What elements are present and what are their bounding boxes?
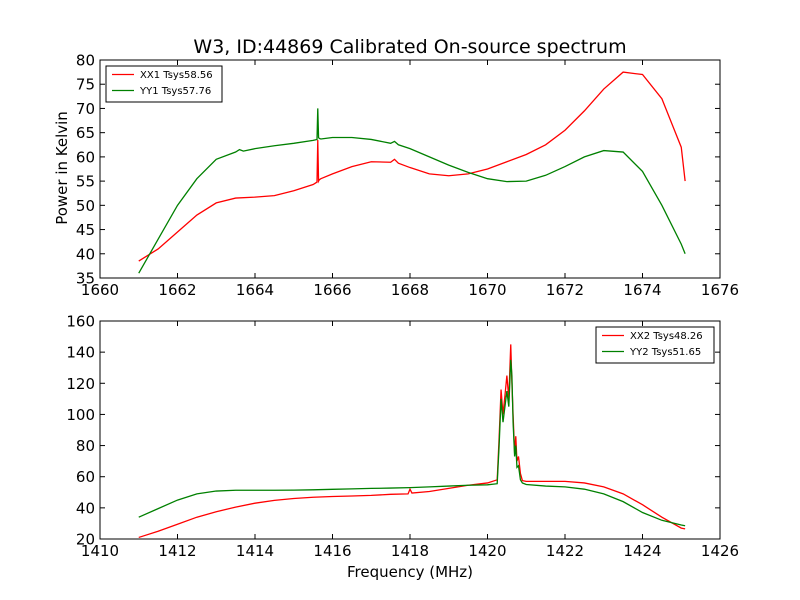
x-tick-label: 1660 bbox=[81, 281, 119, 299]
x-tick-label: 1412 bbox=[158, 542, 196, 560]
y-tick-label: 140 bbox=[66, 344, 95, 362]
y-tick-label: 60 bbox=[76, 468, 95, 486]
x-tick-label: 1416 bbox=[313, 542, 351, 560]
x-tick-label: 1670 bbox=[468, 281, 506, 299]
series-line-yy-panel-1 bbox=[138, 108, 686, 274]
x-tick-label: 1414 bbox=[236, 542, 274, 560]
x-tick-label: 1676 bbox=[701, 281, 739, 299]
x-tick-label: 1410 bbox=[81, 542, 119, 560]
legend-box bbox=[105, 65, 223, 103]
legend-entry: XX2 Tsys48.26 bbox=[630, 331, 703, 342]
x-tick-label: 1422 bbox=[546, 542, 584, 560]
x-tick-label: 1666 bbox=[313, 281, 351, 299]
y-tick-label: 120 bbox=[66, 375, 95, 393]
chart-title: W3, ID:44869 Calibrated On-source spectr… bbox=[193, 36, 626, 58]
y-tick-label: 100 bbox=[66, 406, 95, 424]
y-tick-label: 45 bbox=[76, 221, 95, 239]
x-tick-label: 1424 bbox=[623, 542, 661, 560]
y-tick-label: 50 bbox=[76, 197, 95, 215]
y-tick-label: 35 bbox=[76, 270, 95, 288]
y-tick-label: 40 bbox=[76, 499, 95, 517]
legend: XX2 Tsys48.26 YY2 Tsys51.65 bbox=[595, 326, 715, 364]
x-tick-label: 1664 bbox=[236, 281, 274, 299]
x-tick-label: 1418 bbox=[391, 542, 429, 560]
series-line-xx-panel-2 bbox=[138, 344, 686, 539]
y-tick-label: 20 bbox=[76, 531, 95, 549]
legend-box bbox=[595, 326, 715, 364]
y-tick-label: 40 bbox=[76, 245, 95, 263]
x-tick-label: 1426 bbox=[701, 542, 739, 560]
y-tick-label: 55 bbox=[76, 173, 95, 191]
bottom-panel: 1410 1412 1414 1416 1418 1420 1422 1424 1426 20 40… bbox=[66, 313, 739, 561]
x-tick-label: 1420 bbox=[468, 542, 506, 560]
legend-entry: YY2 Tsys51.65 bbox=[629, 347, 701, 358]
series-line-xx-panel-1 bbox=[138, 71, 686, 262]
legend: XX1 Tsys58.56 YY1 Tsys57.76 bbox=[105, 65, 223, 103]
y-axis-label: Power in Kelvin bbox=[53, 111, 71, 225]
legend-entry: YY1 Tsys57.76 bbox=[139, 86, 211, 97]
y-tick-label: 65 bbox=[76, 124, 95, 142]
y-tick-label: 70 bbox=[76, 100, 95, 118]
top-panel: 1660 1662 1664 1666 1668 1670 1672 1674 1676 35 40… bbox=[76, 52, 739, 300]
x-axis-label: Frequency (MHz) bbox=[347, 563, 473, 581]
y-tick-label: 80 bbox=[76, 437, 95, 455]
x-tick-label: 1672 bbox=[546, 281, 584, 299]
x-tick-label: 1662 bbox=[158, 281, 196, 299]
series-line-yy-panel-2 bbox=[138, 359, 686, 527]
y-tick-label: 60 bbox=[76, 148, 95, 166]
x-tick-label: 1674 bbox=[623, 281, 661, 299]
legend-entry: XX1 Tsys58.56 bbox=[140, 70, 213, 81]
y-tick-label: 160 bbox=[66, 313, 95, 331]
y-tick-label: 75 bbox=[76, 76, 95, 94]
y-tick-label: 80 bbox=[76, 52, 95, 70]
x-tick-label: 1668 bbox=[391, 281, 429, 299]
